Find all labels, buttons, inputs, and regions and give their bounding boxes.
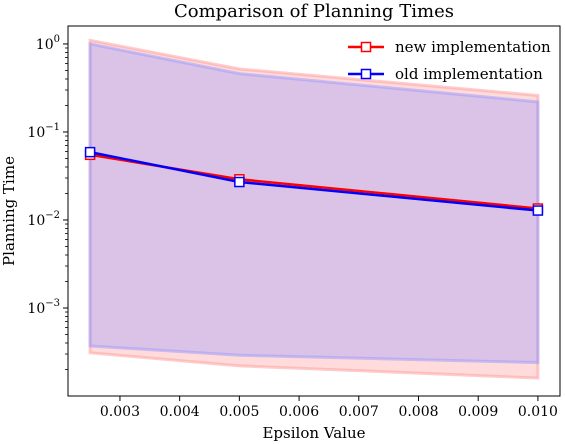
y-tick-label: 10−2 xyxy=(27,210,60,229)
band-1 xyxy=(88,42,540,365)
chart-title: Comparison of Planning Times xyxy=(174,1,454,22)
x-tick-label: 0.003 xyxy=(100,404,140,420)
x-tick-label: 0.008 xyxy=(398,404,438,420)
x-tick-label: 0.004 xyxy=(160,404,200,420)
x-tick-label: 0.007 xyxy=(339,404,379,420)
legend: new implementation old implementation xyxy=(348,38,551,83)
x-tick-label: 0.005 xyxy=(219,404,259,420)
x-tick-label: 0.009 xyxy=(458,404,498,420)
y-axis-label: Planning Time xyxy=(0,156,18,266)
data-point xyxy=(532,205,544,216)
legend-marker xyxy=(360,68,372,80)
legend-label: old implementation xyxy=(395,65,543,83)
data-point xyxy=(234,176,245,188)
data-point xyxy=(84,146,96,158)
series-lines xyxy=(84,146,544,216)
x-tick-label: 0.006 xyxy=(279,404,319,420)
plot-frame xyxy=(67,25,561,397)
confidence-bands xyxy=(88,38,540,380)
legend-label: new implementation xyxy=(395,38,551,56)
x-axis-label: Epsilon Value xyxy=(262,424,365,442)
x-tick-label: 0.010 xyxy=(518,404,558,420)
y-tick-label: 10−3 xyxy=(27,298,60,317)
band-0 xyxy=(88,38,540,380)
x-axis-ticks: 0.003 0.004 0.005 0.006 0.007 0.008 0.009 0.010 xyxy=(100,396,558,420)
y-tick-label: 100 xyxy=(36,34,60,53)
legend-marker xyxy=(360,41,372,53)
y-axis-ticks: 100 10−1 10−2 10−3 xyxy=(27,34,68,370)
y-tick-label: 10−1 xyxy=(27,122,60,141)
